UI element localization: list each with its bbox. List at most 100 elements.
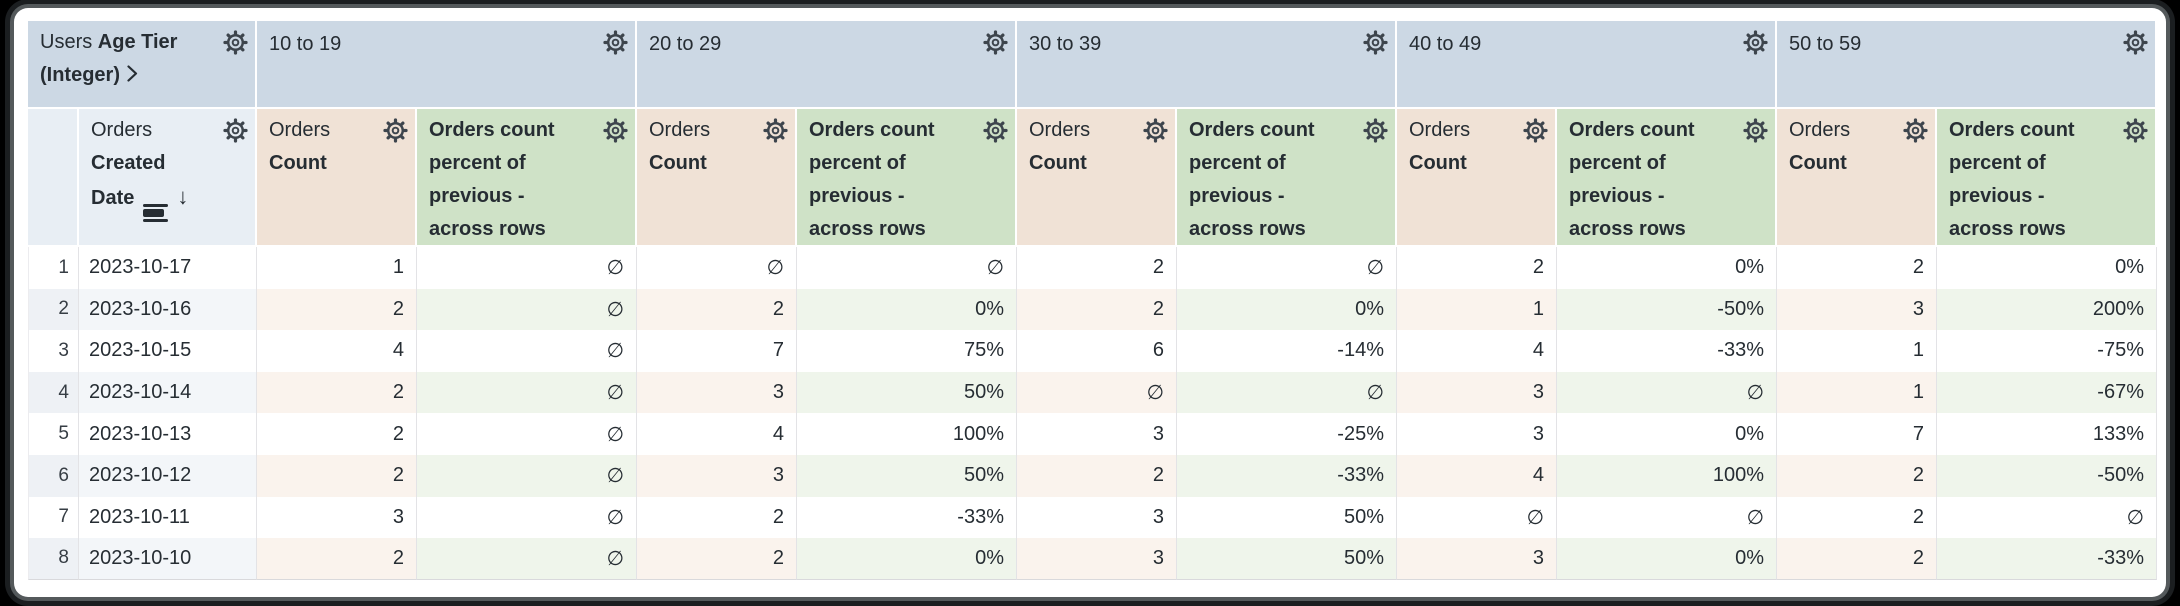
percent-cell[interactable]: -50% (1557, 288, 1777, 331)
gear-icon[interactable] (1363, 118, 1388, 143)
percent-cell[interactable]: 50% (797, 371, 1017, 414)
percent-cell[interactable]: ∅ (1177, 247, 1397, 289)
count-cell[interactable]: 2 (257, 413, 417, 455)
percent-cell[interactable]: ∅ (1937, 496, 2157, 539)
percent-cell[interactable]: 133% (1937, 413, 2157, 455)
percent-cell[interactable]: ∅ (797, 247, 1017, 289)
gear-icon[interactable] (983, 30, 1008, 55)
percent-cell[interactable]: 100% (797, 413, 1017, 455)
date-cell[interactable]: 2023-10-17 (79, 247, 257, 289)
gear-icon[interactable] (1363, 30, 1388, 55)
count-cell[interactable]: 3 (1017, 538, 1177, 580)
percent-cell[interactable]: ∅ (1557, 371, 1777, 414)
percent-of-previous-header[interactable]: Orders count percent of previous - acros… (1177, 109, 1397, 247)
gear-icon[interactable] (2123, 30, 2148, 55)
count-cell[interactable]: 2 (1017, 288, 1177, 331)
count-cell[interactable]: 4 (637, 413, 797, 455)
percent-cell[interactable]: 200% (1937, 288, 2157, 331)
count-cell[interactable]: 7 (1777, 413, 1937, 455)
percent-of-previous-header[interactable]: Orders count percent of previous - acros… (1557, 109, 1777, 247)
count-cell[interactable]: 4 (257, 330, 417, 372)
percent-cell[interactable]: -25% (1177, 413, 1397, 455)
percent-cell[interactable]: 0% (1557, 247, 1777, 289)
count-cell[interactable]: ∅ (1397, 496, 1557, 539)
count-cell[interactable]: 4 (1397, 454, 1557, 497)
percent-cell[interactable]: 50% (1177, 496, 1397, 539)
percent-cell[interactable]: ∅ (1557, 496, 1777, 539)
percent-cell[interactable]: 75% (797, 330, 1017, 372)
count-cell[interactable]: 1 (1777, 371, 1937, 414)
gear-icon[interactable] (2123, 118, 2148, 143)
count-cell[interactable]: 3 (1777, 288, 1937, 331)
date-cell[interactable]: 2023-10-16 (79, 288, 257, 331)
percent-cell[interactable]: ∅ (417, 496, 637, 539)
percent-cell[interactable]: -33% (797, 496, 1017, 539)
gear-icon[interactable] (1743, 118, 1768, 143)
count-cell[interactable]: 2 (1017, 247, 1177, 289)
count-cell[interactable]: 2 (257, 288, 417, 331)
percent-cell[interactable]: ∅ (417, 247, 637, 289)
percent-cell[interactable]: 50% (797, 454, 1017, 497)
orders-count-header[interactable]: Orders Count (637, 109, 797, 247)
date-field-header[interactable]: Orders Created Date ↓ (79, 109, 257, 247)
count-cell[interactable]: 3 (1397, 538, 1557, 580)
percent-of-previous-header[interactable]: Orders count percent of previous - acros… (797, 109, 1017, 247)
percent-cell[interactable]: 0% (797, 538, 1017, 580)
gear-icon[interactable] (763, 118, 788, 143)
percent-cell[interactable]: 0% (1937, 247, 2157, 289)
gear-icon[interactable] (1523, 118, 1548, 143)
percent-cell[interactable]: ∅ (417, 288, 637, 331)
count-cell[interactable]: 3 (1017, 496, 1177, 539)
percent-cell[interactable]: ∅ (417, 371, 637, 414)
pivot-value-header[interactable]: 20 to 29 (637, 21, 1017, 109)
orders-count-header[interactable]: Orders Count (1017, 109, 1177, 247)
percent-cell[interactable]: -14% (1177, 330, 1397, 372)
percent-cell[interactable]: -33% (1937, 538, 2157, 580)
count-cell[interactable]: 2 (257, 371, 417, 414)
gear-icon[interactable] (1743, 30, 1768, 55)
percent-cell[interactable]: -67% (1937, 371, 2157, 414)
percent-of-previous-header[interactable]: Orders count percent of previous - acros… (417, 109, 637, 247)
percent-cell[interactable]: ∅ (1177, 371, 1397, 414)
count-cell[interactable]: 6 (1017, 330, 1177, 372)
count-cell[interactable]: 1 (257, 247, 417, 289)
date-cell[interactable]: 2023-10-15 (79, 330, 257, 372)
orders-count-header[interactable]: Orders Count (1397, 109, 1557, 247)
gear-icon[interactable] (223, 30, 248, 55)
count-cell[interactable]: 2 (1777, 454, 1937, 497)
count-cell[interactable]: 2 (637, 288, 797, 331)
date-cell[interactable]: 2023-10-14 (79, 371, 257, 414)
percent-cell[interactable]: ∅ (417, 454, 637, 497)
gear-icon[interactable] (1903, 118, 1928, 143)
count-cell[interactable]: 3 (637, 454, 797, 497)
gear-icon[interactable] (983, 118, 1008, 143)
percent-cell[interactable]: ∅ (417, 330, 637, 372)
count-cell[interactable]: 2 (257, 454, 417, 497)
percent-cell[interactable]: ∅ (417, 413, 637, 455)
count-cell[interactable]: 7 (637, 330, 797, 372)
count-cell[interactable]: 3 (1017, 413, 1177, 455)
count-cell[interactable]: 3 (1397, 413, 1557, 455)
percent-cell[interactable]: -75% (1937, 330, 2157, 372)
gear-icon[interactable] (603, 30, 628, 55)
percent-cell[interactable]: 100% (1557, 454, 1777, 497)
count-cell[interactable]: 2 (1397, 247, 1557, 289)
date-cell[interactable]: 2023-10-13 (79, 413, 257, 455)
gear-icon[interactable] (383, 118, 408, 143)
gear-icon[interactable] (603, 118, 628, 143)
percent-cell[interactable]: 0% (1557, 413, 1777, 455)
percent-cell[interactable]: -33% (1557, 330, 1777, 372)
percent-cell[interactable]: -50% (1937, 454, 2157, 497)
count-cell[interactable]: 2 (257, 538, 417, 580)
count-cell[interactable]: 2 (637, 538, 797, 580)
pivot-value-header[interactable]: 40 to 49 (1397, 21, 1777, 109)
percent-of-previous-header[interactable]: Orders count percent of previous - acros… (1937, 109, 2157, 247)
count-cell[interactable]: 3 (1397, 371, 1557, 414)
count-cell[interactable]: 2 (637, 496, 797, 539)
count-cell[interactable]: 4 (1397, 330, 1557, 372)
count-cell[interactable]: ∅ (1017, 371, 1177, 414)
date-cell[interactable]: 2023-10-10 (79, 538, 257, 580)
gear-icon[interactable] (1143, 118, 1168, 143)
count-cell[interactable]: 3 (637, 371, 797, 414)
pivot-value-header[interactable]: 30 to 39 (1017, 21, 1397, 109)
